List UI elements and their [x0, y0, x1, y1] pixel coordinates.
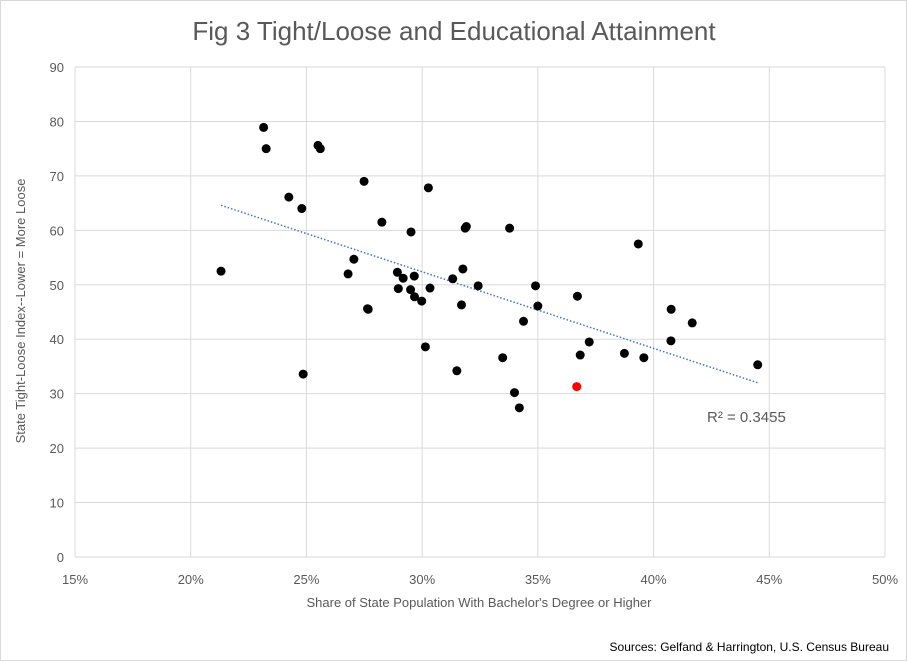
gridlines	[74, 66, 886, 558]
data-point	[531, 281, 541, 291]
data-point	[420, 342, 430, 352]
x-tick-label: 30%	[409, 572, 435, 587]
data-point	[633, 239, 643, 249]
data-point	[363, 304, 373, 314]
data-point	[575, 350, 585, 360]
data-point	[514, 403, 524, 413]
x-tick-label: 25%	[293, 572, 319, 587]
y-tick-label: 10	[50, 496, 64, 511]
data-points	[216, 122, 763, 413]
data-point	[619, 348, 629, 358]
data-point	[533, 301, 543, 311]
trendline	[220, 204, 758, 384]
data-point	[417, 296, 427, 306]
data-point	[315, 144, 325, 154]
data-point	[298, 369, 308, 379]
data-point	[284, 192, 294, 202]
y-axis-title: State Tight-Loose Index--Lower = More Lo…	[13, 179, 28, 444]
x-tick-label: 40%	[641, 572, 667, 587]
data-point	[423, 183, 433, 193]
data-point	[584, 337, 594, 347]
data-point	[406, 227, 416, 237]
trendline-layer	[220, 204, 758, 384]
data-point	[406, 285, 416, 295]
data-point	[377, 217, 387, 227]
data-point	[448, 274, 458, 284]
data-point	[425, 283, 435, 293]
data-point	[409, 271, 419, 281]
data-point	[359, 176, 369, 186]
y-tick-label: 40	[50, 332, 64, 347]
data-point	[473, 281, 483, 291]
data-point	[410, 292, 420, 302]
data-point	[259, 122, 269, 132]
data-point	[393, 284, 403, 294]
y-axis-ticks: 0 10 20 30 40 50 60 70 80 90	[50, 60, 64, 565]
data-point	[687, 318, 697, 328]
data-point	[349, 254, 359, 264]
x-tick-label: 15%	[62, 572, 88, 587]
data-point	[261, 144, 271, 154]
y-tick-label: 60	[50, 223, 64, 238]
x-tick-label: 35%	[525, 572, 551, 587]
data-point	[666, 304, 676, 314]
r-squared-label: R² = 0.3455	[707, 409, 786, 426]
data-point	[519, 316, 529, 326]
data-point	[343, 269, 353, 279]
data-point	[498, 353, 508, 363]
y-tick-label: 0	[57, 550, 64, 565]
x-tick-label: 45%	[756, 572, 782, 587]
data-point	[509, 388, 519, 398]
y-tick-label: 70	[50, 169, 64, 184]
y-tick-label: 30	[50, 387, 64, 402]
data-point	[458, 264, 468, 274]
x-axis-ticks: 15% 20% 25% 30% 35% 40% 45% 50%	[62, 572, 898, 587]
data-point	[666, 336, 676, 346]
x-tick-label: 20%	[178, 572, 204, 587]
source-note: Sources: Gelfand & Harrington, U.S. Cens…	[610, 640, 889, 654]
x-axis-title: Share of State Population With Bachelor'…	[306, 595, 652, 610]
data-point	[505, 223, 515, 233]
data-point	[572, 291, 582, 301]
data-point	[461, 222, 471, 232]
data-point	[639, 353, 649, 363]
data-point	[216, 266, 226, 276]
y-tick-label: 80	[50, 114, 64, 129]
highlighted-data-point	[572, 382, 582, 392]
chart-title: Fig 3 Tight/Loose and Educational Attain…	[192, 16, 716, 46]
data-point	[398, 273, 408, 283]
data-point	[452, 366, 462, 376]
y-tick-label: 50	[50, 278, 64, 293]
data-point	[392, 267, 402, 277]
data-point	[297, 204, 307, 214]
y-tick-label: 20	[50, 441, 64, 456]
x-tick-label: 50%	[872, 572, 898, 587]
data-point	[456, 300, 466, 310]
data-point	[753, 360, 763, 370]
y-tick-label: 90	[50, 60, 64, 75]
